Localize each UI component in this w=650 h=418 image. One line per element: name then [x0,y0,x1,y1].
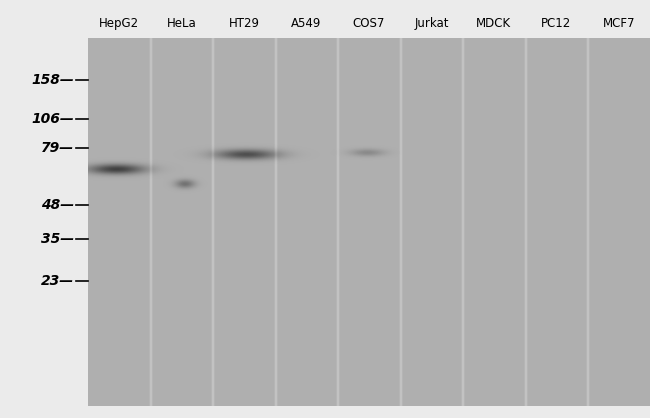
Text: 106—: 106— [31,112,74,126]
Text: 48—: 48— [41,199,74,212]
Text: A549: A549 [291,17,322,30]
Text: 158—: 158— [31,73,74,87]
Text: 35—: 35— [41,232,74,245]
Text: MDCK: MDCK [476,17,512,30]
Text: HT29: HT29 [229,17,259,30]
Text: COS7: COS7 [353,17,385,30]
Text: HeLa: HeLa [167,17,196,30]
Text: MCF7: MCF7 [603,17,635,30]
Text: HepG2: HepG2 [99,17,139,30]
Text: PC12: PC12 [541,17,571,30]
Text: 23—: 23— [41,274,74,288]
Text: 79—: 79— [41,141,74,155]
Text: Jurkat: Jurkat [414,17,448,30]
